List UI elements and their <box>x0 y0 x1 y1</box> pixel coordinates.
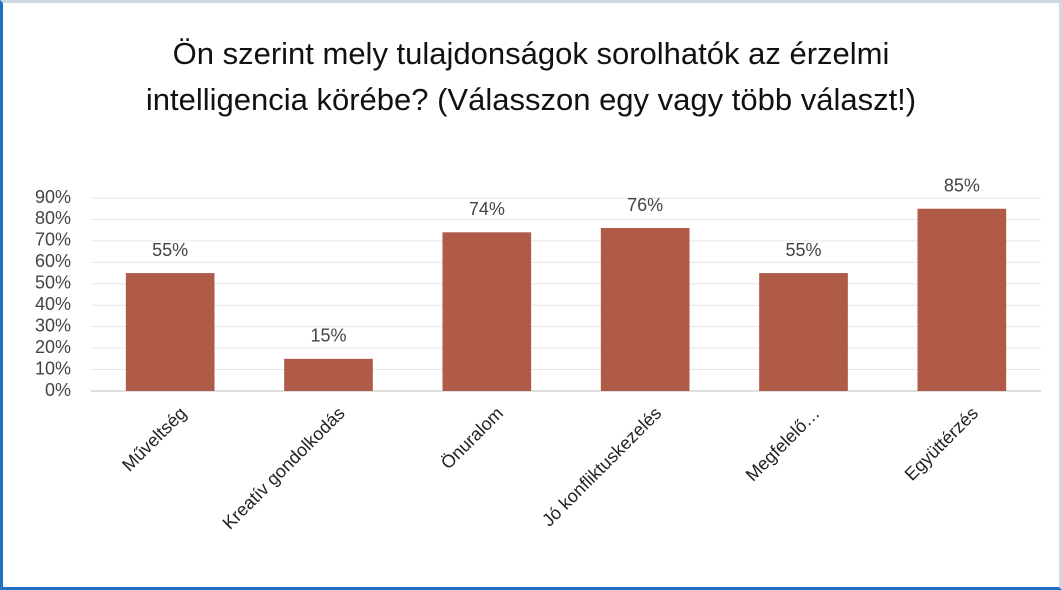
y-tick-label: 0% <box>45 380 71 400</box>
x-tick-label: Megfelelő… <box>742 403 824 485</box>
bar <box>125 273 215 391</box>
y-tick-label: 10% <box>35 358 71 378</box>
data-label: 76% <box>627 195 663 215</box>
y-tick-label: 70% <box>35 230 71 250</box>
y-tick-label: 50% <box>35 273 71 293</box>
y-tick-label: 20% <box>35 337 71 357</box>
title-box: Ön szerint mely tulajdonságok sorolhatók… <box>3 31 1059 123</box>
y-tick-label: 90% <box>35 187 71 207</box>
data-label: 55% <box>152 240 188 260</box>
y-tick-label: 60% <box>35 251 71 271</box>
y-tick-label: 30% <box>35 315 71 335</box>
x-tick-label: Jó konfliktuskezelés <box>538 403 665 530</box>
x-tick-label: Műveltség <box>118 403 190 475</box>
data-label: 74% <box>469 199 505 219</box>
y-tick-label: 80% <box>35 208 71 228</box>
bar <box>284 358 373 391</box>
bar <box>759 273 848 391</box>
x-tick-label: Önuralom <box>437 403 507 473</box>
x-tick-label: Együttérzés <box>901 403 982 484</box>
chart: 0%10%20%30%40%50%60%70%80%90% 55% Műveltsé… <box>35 175 1041 533</box>
chart-title: Ön szerint mely tulajdonságok sorolhatók… <box>145 36 917 117</box>
bar <box>442 232 532 391</box>
data-label: 85% <box>944 175 980 195</box>
bar <box>600 228 690 391</box>
data-label: 15% <box>310 326 346 346</box>
x-tick-label: Kreatív gondolkodás <box>219 403 349 533</box>
y-tick-label: 40% <box>35 294 71 314</box>
data-label: 55% <box>785 240 821 260</box>
bar <box>917 208 1007 391</box>
